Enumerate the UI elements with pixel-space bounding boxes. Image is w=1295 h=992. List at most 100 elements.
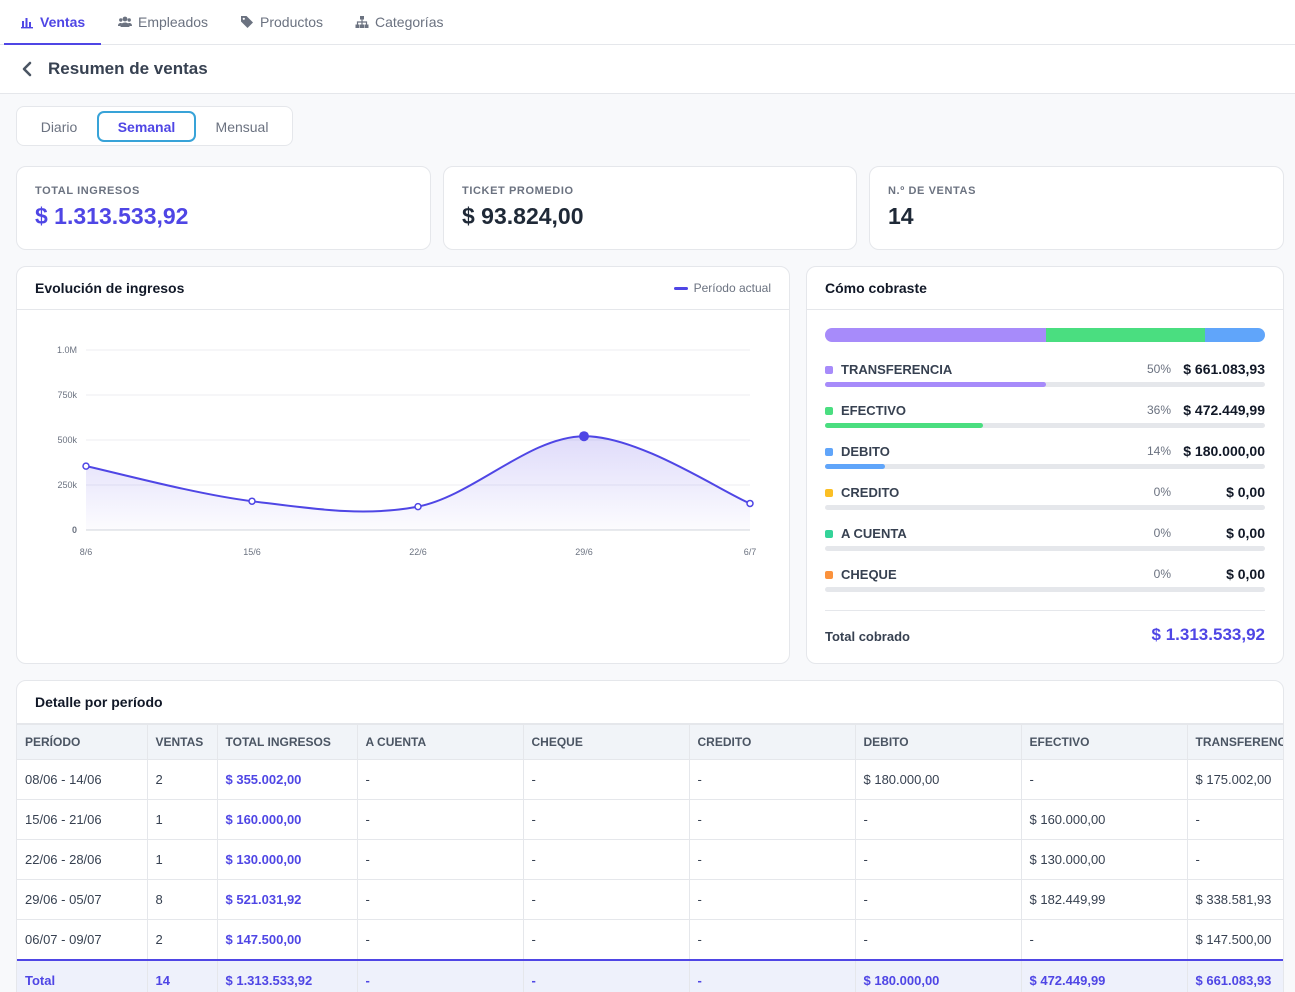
table-row: 29/06 - 05/07 8 $ 521.031,92- - - - $ 182.449,…	[17, 879, 1283, 920]
payment-row: CREDITO 0% $ 0,00	[825, 484, 1265, 515]
table-cell: -	[689, 958, 856, 992]
period-diario-button[interactable]: Diario	[40, 118, 78, 135]
payment-amount: $ 472.449,99	[1183, 402, 1265, 418]
table-cell: $ 472.449,99	[1021, 958, 1188, 992]
table-row: 08/06 - 14/06 2 $ 355.002,00- - - $ 180.000,0…	[17, 759, 1283, 800]
table-cell: Total	[17, 958, 148, 992]
kpi-total-ingresos: TOTAL INGRESOS $ 1.313.533,92	[16, 166, 431, 250]
table-scroll-area[interactable]: PERÍODO VENTAS TOTAL INGRESOS A CUENTA CHEQU…	[17, 724, 1283, 992]
table-cell: -	[357, 839, 524, 880]
column-header[interactable]: PERÍODO	[17, 724, 148, 760]
table-cell: -	[357, 799, 524, 840]
payment-row: CHEQUE 0% $ 0,00	[825, 566, 1265, 597]
column-header[interactable]: A CUENTA	[357, 724, 524, 760]
table-cell: -	[523, 879, 690, 920]
table-cell: -	[523, 919, 690, 960]
page-header: Resumen de ventas	[0, 45, 1295, 94]
tab-productos[interactable]: Productos	[240, 0, 323, 44]
payment-color-dot	[825, 448, 833, 456]
table-cell: -	[855, 919, 1022, 960]
payment-name: EFECTIVO	[841, 403, 907, 418]
y-tick-label: 0	[72, 525, 77, 535]
tab-categorias[interactable]: Categorías	[355, 0, 443, 44]
kpi-value: 14	[888, 203, 914, 229]
column-header[interactable]: DEBITO	[855, 724, 1022, 760]
payment-progress-track	[825, 587, 1265, 592]
payment-progress-fill	[825, 423, 984, 428]
column-header[interactable]: CHEQUE	[523, 724, 690, 760]
period-detail-table: PERÍODO VENTAS TOTAL INGRESOS A CUENTA CHEQU…	[17, 724, 1283, 992]
payment-progress-track	[825, 423, 1265, 428]
y-tick-label: 250k	[57, 480, 77, 490]
x-tick-label: 15/6	[243, 547, 261, 557]
table-cell: $ 147.500,00	[1187, 919, 1283, 960]
column-header[interactable]: EFECTIVO	[1021, 724, 1188, 760]
period-semanal-button[interactable]: Semanal	[97, 111, 196, 142]
tab-empleados-label: Empleados	[138, 14, 209, 30]
column-header[interactable]: VENTAS	[147, 724, 218, 760]
table-cell: -	[1187, 799, 1283, 840]
total-cobrado-value: $ 1.313.533,92	[1151, 625, 1265, 644]
table-cell: -	[1187, 839, 1283, 880]
payment-progress-track	[825, 505, 1265, 510]
table-row: 06/07 - 09/07 2 $ 147.500,00- - - - - $ 147.500…	[17, 919, 1283, 960]
x-tick-label: 22/6	[409, 547, 427, 557]
kpi-value: $ 1.313.533,92	[35, 203, 189, 229]
total-cobrado-label: Total cobrado	[825, 629, 910, 644]
table-cell: 08/06 - 14/06	[17, 759, 148, 800]
table-total-row: Total 14 $ 1.313.533,92- - - $ 180.000,00 $ 47…	[17, 958, 1283, 992]
table-cell: $ 130.000,00	[217, 839, 358, 880]
chart-legend: Período actual	[673, 281, 771, 295]
payment-progress-fill	[825, 464, 886, 469]
column-header[interactable]: TRANSFERENCIA	[1187, 724, 1283, 760]
table-cell: $ 180.000,00	[855, 759, 1022, 800]
divider	[825, 610, 1265, 611]
data-point	[579, 431, 589, 442]
legend-swatch	[673, 286, 688, 290]
x-tick-label: 29/6	[575, 547, 593, 557]
tab-categorias-label: Categorías	[375, 14, 444, 30]
payment-color-dot	[825, 366, 833, 374]
period-selector: Diario Semanal Mensual	[16, 106, 293, 146]
column-header[interactable]: CREDITO	[689, 724, 856, 760]
tab-empleados[interactable]: Empleados	[118, 0, 208, 44]
table-cell: -	[689, 799, 856, 840]
payment-name: DEBITO	[841, 444, 890, 459]
payments-card-header: Cómo cobraste	[807, 267, 1283, 310]
column-header[interactable]: TOTAL INGRESOS	[217, 724, 358, 760]
payment-progress-track	[825, 382, 1265, 387]
payment-stacked-bar	[825, 328, 1265, 342]
payment-color-dot	[825, 571, 833, 579]
table-title: Detalle por período	[35, 694, 163, 710]
legend-label: Período actual	[693, 281, 771, 295]
payment-progress-track	[825, 546, 1265, 551]
payment-percent: 0%	[1153, 567, 1171, 581]
table-cell: $ 1.313.533,92	[217, 958, 358, 992]
y-tick-label: 750k	[57, 390, 77, 400]
period-mensual-button[interactable]: Mensual	[215, 118, 269, 135]
table-cell: 06/07 - 09/07	[17, 919, 148, 960]
x-tick-label: 6/7	[744, 547, 757, 557]
series-area	[86, 436, 750, 530]
table-cell: $ 661.083,93	[1187, 958, 1283, 992]
revenue-chart-card: Evolución de ingresos Período actual 0 25…	[16, 266, 790, 664]
table-cell: -	[689, 839, 856, 880]
payment-percent: 0%	[1153, 485, 1171, 499]
tab-ventas[interactable]: Ventas	[3, 0, 102, 45]
payment-progress-fill	[825, 382, 1047, 387]
payment-name: CREDITO	[841, 485, 900, 500]
tab-ventas-label: Ventas	[40, 14, 86, 30]
payment-percent: 36%	[1146, 403, 1171, 417]
data-point	[414, 502, 422, 511]
table-cell: 22/06 - 28/06	[17, 839, 148, 880]
table-cell: 2	[147, 919, 218, 960]
payment-amount: $ 180.000,00	[1183, 443, 1265, 459]
table-row: 22/06 - 28/06 1 $ 130.000,00- - - - $ 130.000,…	[17, 839, 1283, 880]
chevron-left-icon[interactable]	[18, 60, 36, 78]
table-cell: $ 521.031,92	[217, 879, 358, 920]
y-tick-label: 500k	[57, 435, 77, 445]
table-cell: 29/06 - 05/07	[17, 879, 148, 920]
table-row: 15/06 - 21/06 1 $ 160.000,00- - - - $ 160.000,…	[17, 799, 1283, 840]
kpi-value: $ 93.824,00	[462, 203, 584, 229]
payment-amount: $ 0,00	[1226, 525, 1265, 541]
